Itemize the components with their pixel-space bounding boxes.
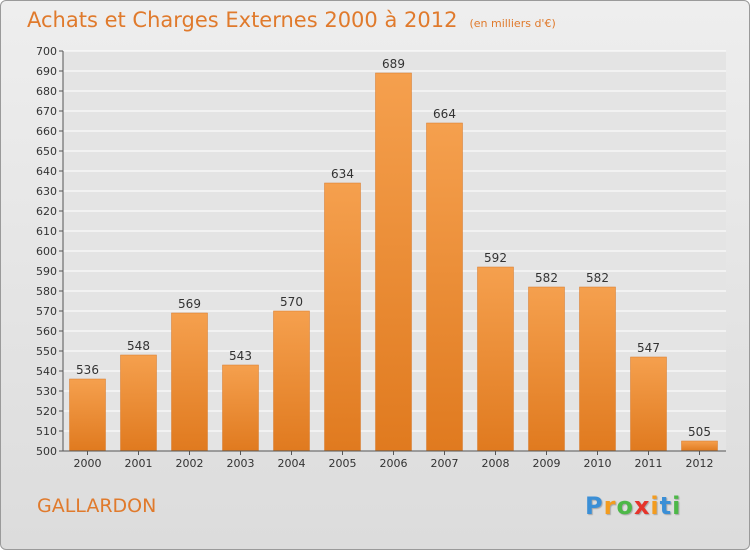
x-tick-label: 2000 — [74, 457, 102, 470]
x-tick-label: 2003 — [227, 457, 255, 470]
bar — [273, 310, 310, 452]
y-tick-label: 530 — [36, 385, 57, 398]
x-axis: 2000 2001 2002 2003 2004 2005 2006 2007 2008 2009… — [63, 450, 726, 470]
bar — [681, 440, 718, 452]
y-tick-label: 640 — [36, 165, 57, 178]
bar-value-label: 570 — [280, 295, 303, 309]
x-tick-label: 2010 — [584, 457, 612, 470]
y-axis: 500 510 520 530 540 550 560 570 580 590 600 610 620 6… — [36, 45, 64, 458]
x-tick-label: 2008 — [482, 457, 510, 470]
bar-value-label: 582 — [586, 271, 609, 285]
x-tick-label: 2002 — [176, 457, 204, 470]
bars: 536 548 569 543 570 634 689 664 592 582 582 547 505 — [69, 57, 718, 452]
y-tick-label: 670 — [36, 105, 57, 118]
bar-value-label: 592 — [484, 251, 507, 265]
y-tick-label: 560 — [36, 325, 57, 338]
bar — [426, 122, 463, 452]
y-tick-label: 690 — [36, 65, 57, 78]
x-tick-label: 2006 — [380, 457, 408, 470]
logo-letter: t — [659, 492, 673, 520]
y-tick-label: 550 — [36, 345, 57, 358]
logo-letter: i — [672, 492, 682, 520]
logo-letter: P — [585, 492, 604, 520]
proxiti-logo[interactable]: Proxiti — [585, 492, 681, 520]
chart-subtitle: (en milliers d'€) — [469, 17, 556, 30]
chart-title-text: Achats et Charges Externes 2000 à 2012 — [27, 8, 458, 32]
bar-value-label: 543 — [229, 349, 252, 363]
y-tick-label: 500 — [36, 445, 57, 458]
bar — [69, 378, 106, 452]
bar — [120, 354, 157, 452]
y-tick-label: 510 — [36, 425, 57, 438]
bar — [324, 182, 361, 452]
bar-value-label: 536 — [76, 363, 99, 377]
bar-value-label: 548 — [127, 339, 150, 353]
y-tick-label: 610 — [36, 225, 57, 238]
chart-title: Achats et Charges Externes 2000 à 2012 (e… — [27, 8, 556, 32]
bar — [579, 286, 616, 452]
x-tick-label: 2007 — [431, 457, 459, 470]
y-tick-label: 600 — [36, 245, 57, 258]
bar-value-label: 634 — [331, 167, 354, 181]
y-tick-label: 630 — [36, 185, 57, 198]
bar — [630, 356, 667, 452]
y-tick-label: 520 — [36, 405, 57, 418]
logo-letter: o — [616, 492, 634, 520]
y-tick-label: 540 — [36, 365, 57, 378]
bar-value-label: 547 — [637, 341, 660, 355]
x-tick-label: 2011 — [635, 457, 663, 470]
bar-value-label: 569 — [178, 297, 201, 311]
logo-letter: x — [633, 492, 651, 520]
y-tick-label: 570 — [36, 305, 57, 318]
bar — [477, 266, 514, 452]
bar — [375, 72, 412, 452]
logo-letter: r — [603, 492, 617, 520]
y-tick-label: 660 — [36, 125, 57, 138]
x-tick-label: 2004 — [278, 457, 306, 470]
y-tick-label: 590 — [36, 265, 57, 278]
y-tick-label: 620 — [36, 205, 57, 218]
bar — [222, 364, 259, 452]
bar — [528, 286, 565, 452]
y-tick-label: 700 — [36, 45, 57, 58]
y-tick-label: 680 — [36, 85, 57, 98]
bar-value-label: 505 — [688, 425, 711, 439]
x-tick-label: 2005 — [329, 457, 357, 470]
x-tick-label: 2001 — [125, 457, 153, 470]
y-tick-label: 580 — [36, 285, 57, 298]
x-tick-label: 2012 — [686, 457, 714, 470]
logo-letter: i — [650, 492, 660, 520]
bar-value-label: 664 — [433, 107, 456, 121]
bar-value-label: 582 — [535, 271, 558, 285]
x-tick-label: 2009 — [533, 457, 561, 470]
place-name: GALLARDON — [37, 495, 157, 517]
bar — [171, 312, 208, 452]
bar-value-label: 689 — [382, 57, 405, 71]
y-tick-label: 650 — [36, 145, 57, 158]
